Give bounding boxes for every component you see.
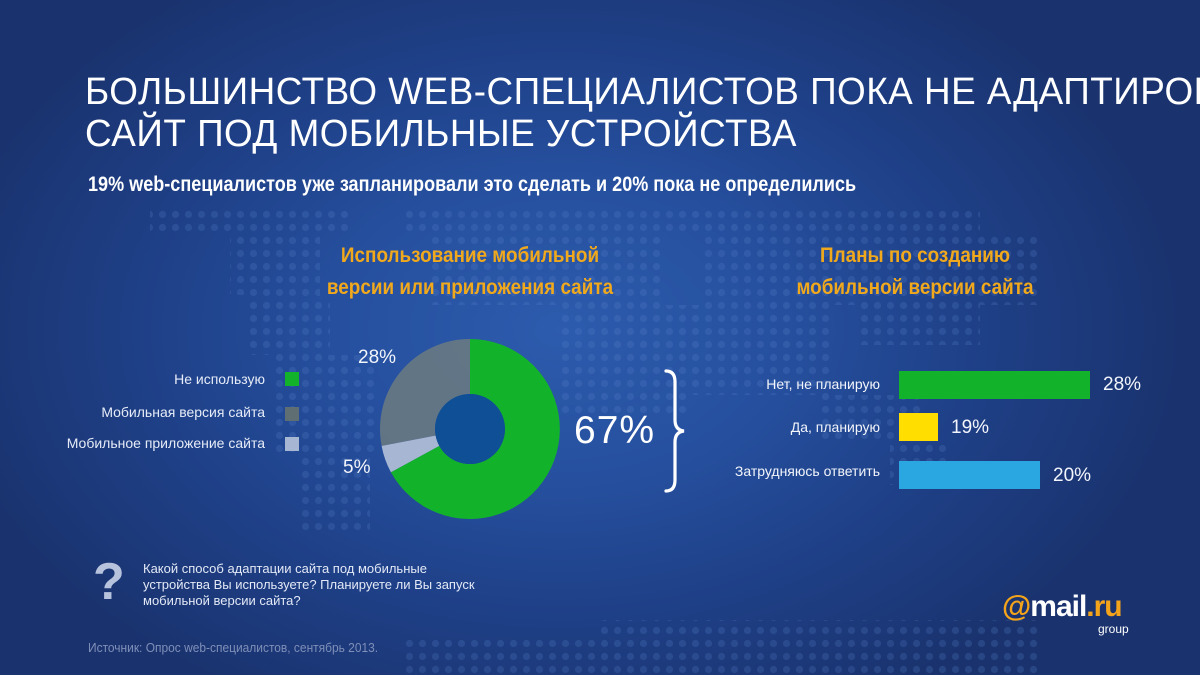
legend-label-not-using: Не использую [174, 371, 265, 387]
page-title-line-1: БОЛЬШИНСТВО WEB-СПЕЦИАЛИСТОВ ПОКА НЕ АДА… [85, 71, 1200, 113]
logo-mail: mail [1030, 590, 1087, 623]
donut-slice-mobile-app [381, 435, 440, 473]
legend-swatch-mobile-app [285, 437, 299, 451]
legend-swatch-mobile-version [285, 407, 299, 421]
bar-no-plans [899, 371, 1090, 399]
bar-chart-title-line-1: Планы по созданию [819, 244, 1011, 267]
donut-chart-title-line-1: Использование мобильной [340, 244, 600, 267]
logo-ru: .ru [1086, 590, 1122, 623]
bar-label-undecided: Затрудняюсь ответить [734, 463, 880, 479]
survey-question-text: Какой способ адаптации сайта под мобильн… [143, 561, 475, 608]
source-note: Источник: Опрос web-специалистов, сентяб… [88, 640, 379, 655]
donut-chart-title-line-2: версии или приложения сайта [326, 276, 614, 299]
question-mark-icon: ? [93, 553, 125, 611]
logo-at-sign: @ [1002, 590, 1031, 623]
bar-value-undecided: 20% [1053, 465, 1092, 486]
page-subtitle: 19% web-специалистов уже запланировали э… [88, 173, 857, 196]
mailru-group-logo: @mail.ru group [1002, 590, 1129, 636]
donut-hole [435, 394, 505, 464]
right-brace-icon [664, 369, 685, 493]
legend-label-mobile-version: Мобильная версия сайта [101, 404, 265, 420]
bar-chart-title-line-2: мобильной версии сайта [796, 276, 1034, 299]
legend-swatch-not-using [285, 372, 299, 386]
donut-label-not-using-total: 67% [574, 409, 656, 452]
donut-chart-title: Использование мобильной версии или прило… [317, 240, 623, 304]
bar-label-planning: Да, планирую [790, 419, 880, 435]
bar-label-no-plans: Нет, не планирую [766, 376, 880, 392]
bar-value-planning: 19% [951, 417, 990, 438]
logo-group: group [1098, 622, 1129, 636]
bar-value-no-plans: 28% [1103, 374, 1142, 395]
bar-undecided [899, 461, 1040, 489]
donut-slice-mobile-version [379, 339, 470, 446]
page-title-line-2: САЙТ ПОД МОБИЛЬНЫЕ УСТРОЙСТВА [85, 113, 797, 155]
legend-label-mobile-app: Мобильное приложение сайта [66, 435, 265, 451]
donut-label-mobile-version: 28% [358, 347, 397, 368]
bar-planning [899, 413, 938, 441]
logo-wordmark: @mail.ru [1002, 590, 1123, 624]
donut-slice-not-using [390, 339, 560, 519]
bar-chart-title: Планы по созданию мобильной версии сайта [762, 240, 1068, 304]
donut-label-mobile-app: 5% [343, 457, 371, 478]
donut-chart [379, 339, 560, 519]
